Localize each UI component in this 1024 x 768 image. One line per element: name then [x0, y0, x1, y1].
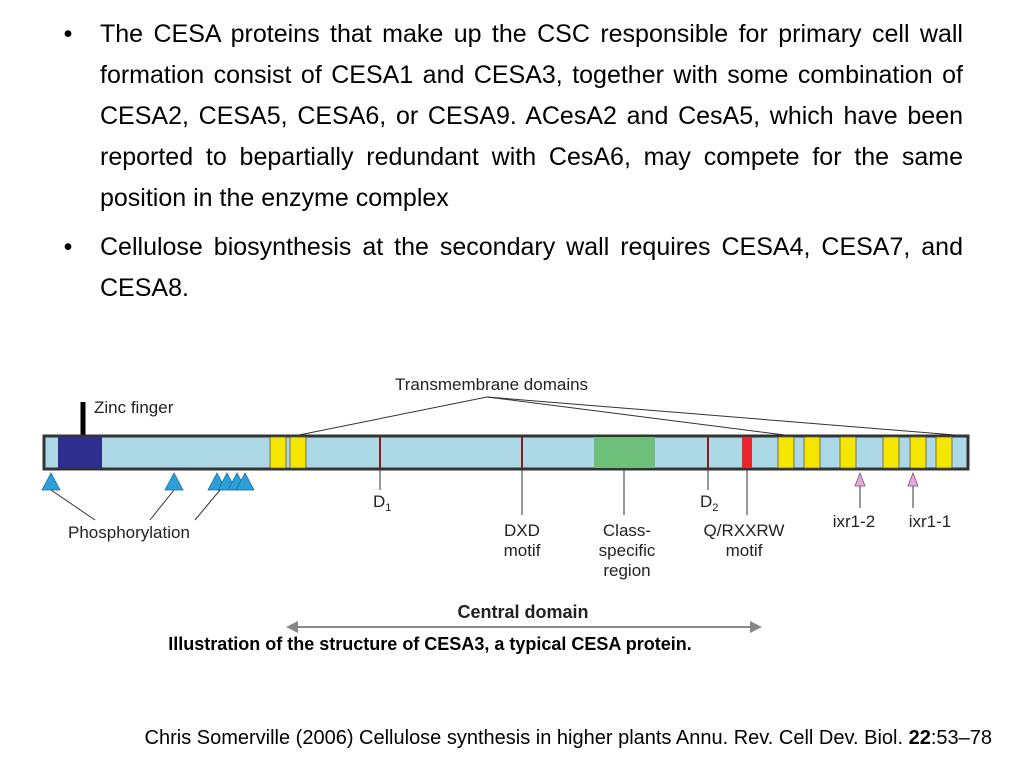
tm-domain: [803, 436, 821, 469]
phosphorylation-marker: [164, 472, 184, 491]
qrxxrw-label-line2: motif: [726, 541, 763, 560]
qrxxrw-label-line1: Q/RXXRW: [704, 521, 785, 540]
bullet-item: • The CESA proteins that make up the CSC…: [58, 14, 963, 219]
class-specific-label-line3: region: [603, 561, 650, 580]
central-domain-arrow: [286, 621, 762, 633]
zinc-finger-label: Zinc finger: [94, 398, 174, 417]
d1-subscript: 1: [385, 502, 391, 514]
d2-letter: D: [700, 492, 712, 511]
bullet-dot: •: [63, 20, 73, 48]
ixr1-1-label: ixr1-1: [909, 512, 952, 531]
citation-pages: :53–78: [930, 727, 992, 749]
phosphorylation-sites: [41, 472, 255, 491]
tm-domain: [777, 436, 795, 469]
central-domain-label: Central domain: [457, 602, 588, 622]
class-specific-label-line1: Class-: [603, 521, 651, 540]
transmembrane-leader-lines: [298, 396, 956, 436]
tm-domains-n-terminal: [269, 436, 307, 469]
protein-bar: [42, 434, 970, 471]
tm-domain: [909, 436, 927, 469]
class-specific-label-line2: specific: [599, 541, 656, 560]
phosphorylation-marker: [235, 472, 255, 491]
ixr1-2-label: ixr1-2: [833, 512, 876, 531]
d2-subscript: 2: [712, 502, 718, 514]
citation-text: Chris Somerville (2006) Cellulose synthe…: [144, 727, 909, 749]
d1-label: D1: [373, 492, 391, 514]
tm-domain: [289, 436, 307, 469]
bullet-text: Cellulose biosynthesis at the secondary …: [100, 233, 963, 302]
bullet-dot: •: [63, 233, 73, 261]
class-specific-region: [594, 437, 655, 468]
tm-domain: [269, 436, 287, 469]
citation-volume: 22: [908, 727, 931, 749]
bullet-text: The CESA proteins that make up the CSC r…: [100, 20, 963, 212]
dxd-label-line1: DXD: [504, 521, 540, 540]
phosphorylation-marker: [41, 472, 61, 491]
dxd-label-line2: motif: [504, 541, 541, 560]
tm-domain: [935, 436, 953, 469]
ixr1-2-marker: [854, 471, 866, 487]
zinc-finger-domain: [58, 437, 102, 468]
citation: Chris Somerville (2006) Cellulose synthe…: [0, 727, 992, 750]
ixr1-1-marker: [907, 471, 919, 487]
tm-domains-c-terminal: [777, 436, 953, 469]
bullet-item: • Cellulose biosynthesis at the secondar…: [58, 227, 963, 309]
bullet-list: • The CESA proteins that make up the CSC…: [58, 14, 963, 317]
d2-label: D2: [700, 492, 718, 514]
qrxxrw-motif-domain: [742, 437, 752, 468]
transmembrane-label: Transmembrane domains: [395, 375, 588, 394]
d1-letter: D: [373, 492, 385, 511]
tm-domain: [882, 436, 900, 469]
phosphorylation-leader-lines: [50, 489, 221, 521]
figure-caption: Illustration of the structure of CESA3, …: [168, 634, 692, 654]
cesa-structure-diagram: Transmembrane domains Zinc finger: [41, 375, 970, 633]
tm-domain: [839, 436, 857, 469]
phosphorylation-label: Phosphorylation: [68, 523, 190, 542]
